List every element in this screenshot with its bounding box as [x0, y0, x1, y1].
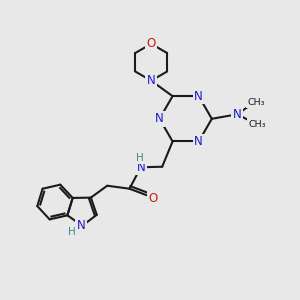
- Text: N: N: [136, 161, 145, 174]
- Text: N: N: [76, 219, 85, 232]
- Text: N: N: [194, 90, 203, 103]
- Text: N: N: [233, 108, 242, 121]
- Text: N: N: [194, 135, 203, 148]
- Text: H: H: [136, 153, 144, 163]
- Text: N: N: [147, 74, 156, 87]
- Text: CH₃: CH₃: [248, 120, 266, 129]
- Text: H: H: [68, 227, 76, 237]
- Text: O: O: [148, 192, 157, 205]
- Text: O: O: [147, 37, 156, 50]
- Text: N: N: [155, 112, 164, 125]
- Text: CH₃: CH₃: [247, 98, 265, 106]
